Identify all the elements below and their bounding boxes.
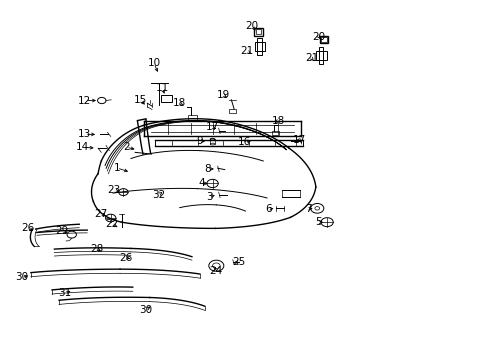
- Text: 26: 26: [120, 253, 133, 263]
- Text: 20: 20: [311, 32, 325, 41]
- Bar: [257, 38, 262, 55]
- Text: 21: 21: [305, 53, 318, 63]
- Text: 16: 16: [237, 137, 251, 147]
- Text: 5: 5: [315, 217, 321, 227]
- Text: 27: 27: [95, 209, 108, 219]
- Bar: [188, 115, 196, 120]
- Text: 6: 6: [265, 204, 272, 214]
- Text: 30: 30: [139, 305, 152, 315]
- Bar: [320, 37, 326, 42]
- Text: 17: 17: [293, 135, 306, 145]
- Text: 19: 19: [216, 90, 229, 100]
- Bar: [319, 36, 327, 43]
- Text: 10: 10: [147, 58, 160, 68]
- Text: 31: 31: [59, 288, 72, 298]
- Text: 14: 14: [76, 142, 89, 152]
- Bar: [254, 42, 264, 51]
- Text: 24: 24: [208, 266, 222, 275]
- Text: 17: 17: [205, 122, 219, 132]
- Text: 29: 29: [56, 226, 69, 236]
- Bar: [316, 51, 326, 60]
- Text: 2: 2: [122, 142, 129, 152]
- Text: 3: 3: [205, 192, 212, 202]
- Bar: [255, 29, 261, 34]
- Bar: [254, 28, 262, 36]
- Text: 18: 18: [271, 116, 285, 126]
- Text: 12: 12: [78, 95, 91, 105]
- Text: 7: 7: [305, 204, 311, 214]
- Text: 20: 20: [245, 21, 258, 31]
- Text: 15: 15: [133, 95, 146, 105]
- Bar: [318, 47, 323, 63]
- Text: 11: 11: [155, 84, 169, 93]
- Text: 30: 30: [15, 273, 28, 283]
- Text: 25: 25: [232, 257, 245, 267]
- Text: 9: 9: [196, 136, 203, 146]
- Text: 26: 26: [21, 223, 34, 233]
- Text: 18: 18: [173, 98, 186, 108]
- Text: 21: 21: [240, 46, 253, 57]
- Text: 13: 13: [78, 129, 91, 139]
- Text: 22: 22: [105, 219, 119, 229]
- Text: 28: 28: [90, 244, 103, 254]
- Text: 8: 8: [204, 164, 211, 174]
- Text: 4: 4: [198, 179, 204, 188]
- Text: 23: 23: [107, 185, 121, 195]
- Bar: [271, 131, 279, 135]
- Text: 32: 32: [152, 189, 165, 199]
- Bar: [229, 109, 236, 113]
- Bar: [161, 95, 171, 102]
- Text: 1: 1: [113, 163, 120, 173]
